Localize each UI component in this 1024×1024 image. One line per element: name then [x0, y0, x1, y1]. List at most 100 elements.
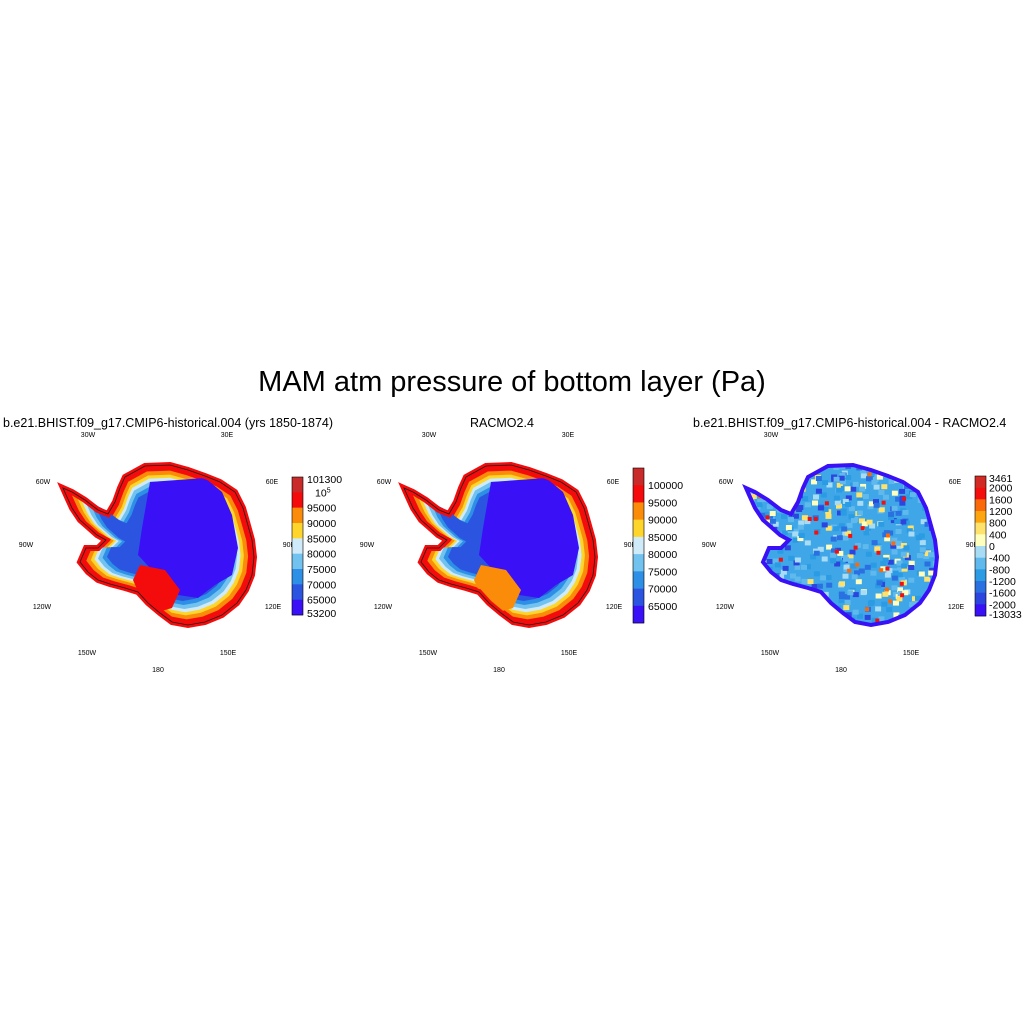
west-high-sector [474, 565, 521, 612]
colorbar-segment [292, 523, 303, 539]
longitude-label: 180 [835, 667, 847, 674]
colorbar-segment [975, 511, 986, 523]
colorbar-label: 3461 [989, 473, 1013, 485]
colorbar-segment [633, 536, 644, 555]
colorbar-label: 65000 [648, 601, 677, 613]
longitude-label: 180 [493, 667, 505, 674]
colorbar-segment [975, 546, 986, 558]
colorbar-label: 101300 [307, 474, 342, 486]
longitude-label: 150W [419, 650, 438, 657]
colorbar-label: 75000 [648, 566, 677, 578]
colorbar-segment [292, 584, 303, 600]
longitude-label: 30E [904, 432, 917, 439]
west-high-sector [133, 565, 180, 612]
longitude-label: 90W [702, 542, 717, 549]
colorbar-label: -400 [989, 553, 1010, 565]
longitude-label: 150W [78, 650, 97, 657]
longitude-label: 60E [607, 479, 620, 486]
longitude-label: 30W [764, 432, 779, 439]
colorbar-label: 53200 [307, 608, 336, 620]
colorbar-label: 65000 [307, 595, 336, 607]
colorbar-label: -1600 [989, 588, 1016, 600]
longitude-label: 120W [716, 604, 735, 611]
colorbar-segment [633, 519, 644, 538]
colorbar-frame [974, 475, 987, 617]
colorbar-label: -800 [989, 564, 1010, 576]
colorbar-segment [975, 604, 986, 617]
longitude-label: 60E [266, 479, 279, 486]
colorbar-segment [633, 571, 644, 589]
colorbar-segment [633, 554, 644, 572]
colorbar-segment [633, 588, 644, 607]
colorbar-label: 0 [989, 541, 995, 553]
longitude-label: 30E [221, 432, 234, 439]
colorbar-segment [292, 507, 303, 524]
colorbar-label: 1200 [989, 506, 1013, 518]
longitude-label: 120E [265, 604, 282, 611]
colorbar-label: 95000 [648, 497, 677, 509]
colorbar-label: 85000 [307, 533, 336, 545]
colorbar-label: 70000 [648, 584, 677, 596]
colorbar-segment [633, 468, 644, 486]
colorbar-segment [975, 522, 986, 535]
colorbar-label: 105 [315, 487, 331, 499]
longitude-label: 120W [374, 604, 393, 611]
longitude-label: 180 [152, 667, 164, 674]
longitude-label: 90E [283, 542, 296, 549]
colorbar-label: 70000 [307, 579, 336, 591]
colorbar-label: 80000 [307, 549, 336, 561]
coastline [62, 464, 255, 626]
colorbar-label: -13033 [989, 609, 1022, 621]
map-panel-2: 30W 30E 60W 60E 90W 90E 120W 120E 150W 150E 180 100… [360, 432, 683, 674]
longitude-label: 60W [377, 479, 392, 486]
colorbar-segment [975, 487, 986, 500]
longitude-label: 30E [562, 432, 575, 439]
longitude-label: 90E [966, 542, 979, 549]
plateau-low [138, 478, 238, 598]
plateau-low [479, 478, 579, 598]
colorbar-label: 400 [989, 529, 1007, 541]
colorbar-label: 800 [989, 518, 1007, 530]
colorbar-segment [975, 557, 986, 570]
longitude-label: 150E [220, 650, 237, 657]
longitude-label: 90E [624, 542, 637, 549]
colorbar-segment [975, 499, 986, 512]
longitude-label: 60W [719, 479, 734, 486]
colorbar-label: 1600 [989, 494, 1013, 506]
longitude-label: 150E [903, 650, 920, 657]
colorbar-label: 2000 [989, 483, 1013, 495]
longitude-label: 60E [949, 479, 962, 486]
longitude-label: 120E [948, 604, 965, 611]
colorbar-segment [633, 485, 644, 503]
colorbar-segment [292, 599, 303, 616]
longitude-label: 120W [33, 604, 52, 611]
colorbar-label: 100000 [648, 480, 683, 492]
colorbar-segment [633, 605, 644, 624]
panel-title-racmo: RACMO2.4 [470, 416, 534, 430]
panel-title-difference: b.e21.BHIST.f09_g17.CMIP6-historical.004… [693, 416, 1007, 430]
colorbar-label: 85000 [648, 532, 677, 544]
colorbar-segment [292, 553, 303, 570]
longitude-label: 30W [81, 432, 96, 439]
longitude-label: 90W [19, 542, 34, 549]
colorbar-segment [292, 538, 303, 554]
colorbar-label: 75000 [307, 564, 336, 576]
map-panel-3: 30W 30E 60W 60E 90W 90E 120W 120E 150W 150E 180 346… [702, 432, 1022, 674]
colorbar-label: -2000 [989, 599, 1016, 611]
longitude-label: 90W [360, 542, 375, 549]
longitude-label: 30W [422, 432, 437, 439]
panel-title-model: b.e21.BHIST.f09_g17.CMIP6-historical.004… [3, 416, 334, 430]
colorbar-frame [291, 476, 304, 616]
colorbar-label: 95000 [307, 503, 336, 515]
longitude-label: 150E [561, 650, 578, 657]
colorbar-frame [632, 467, 645, 624]
longitude-label: 60W [36, 479, 51, 486]
colorbar-segment [292, 492, 303, 508]
colorbar-label: 90000 [307, 518, 336, 530]
colorbar-label: 80000 [648, 549, 677, 561]
colorbar-segment [975, 592, 986, 605]
coast-fringe [742, 462, 940, 628]
longitude-label: 150W [761, 650, 780, 657]
colorbar-segment [975, 534, 986, 547]
